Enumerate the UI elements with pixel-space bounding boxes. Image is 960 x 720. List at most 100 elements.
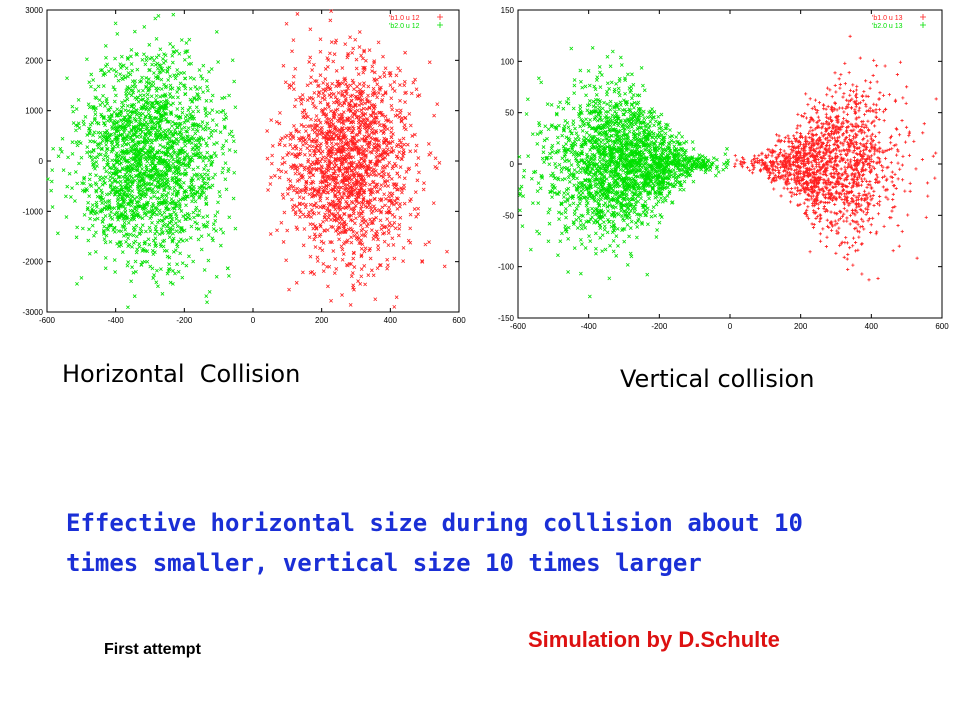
data-point (382, 136, 387, 141)
data-point (161, 159, 165, 164)
data-point (307, 137, 312, 142)
data-point (220, 170, 225, 175)
data-point (180, 197, 185, 202)
data-point (858, 56, 862, 60)
data-point (373, 120, 377, 125)
data-point (872, 58, 876, 62)
data-point (287, 287, 291, 292)
data-point (311, 101, 315, 106)
data-point (205, 121, 210, 126)
data-point (837, 135, 841, 139)
data-point (297, 201, 302, 206)
data-point (132, 228, 136, 233)
data-point (363, 157, 367, 162)
data-point (379, 227, 384, 232)
data-point (834, 90, 838, 94)
data-point (141, 103, 146, 108)
data-point (144, 201, 149, 205)
data-point (402, 79, 407, 84)
data-point (164, 194, 169, 199)
data-point (132, 197, 137, 201)
data-point (775, 162, 780, 166)
data-point (282, 210, 287, 215)
data-point (112, 125, 117, 130)
data-point (87, 227, 91, 232)
data-point (341, 136, 346, 141)
data-point (361, 201, 366, 206)
data-point (123, 172, 128, 177)
data-point (408, 212, 413, 217)
data-point (272, 173, 277, 178)
data-point (816, 124, 820, 128)
data-point (130, 68, 134, 73)
data-point (157, 107, 162, 112)
data-point (401, 245, 406, 250)
data-point (132, 155, 136, 160)
data-point (777, 168, 781, 173)
data-point (117, 189, 122, 194)
data-point (862, 90, 866, 94)
data-point (140, 216, 145, 221)
data-point (392, 182, 397, 186)
data-point (292, 104, 297, 109)
data-point (832, 143, 836, 147)
data-point (318, 126, 323, 131)
data-point (830, 105, 834, 110)
data-point (231, 139, 236, 144)
data-point (324, 179, 329, 184)
data-point (868, 163, 872, 168)
data-point (401, 136, 406, 141)
data-point (861, 193, 865, 197)
data-point (121, 216, 126, 221)
data-point (176, 95, 180, 100)
data-point (152, 177, 157, 182)
data-point (317, 118, 321, 122)
data-point (313, 118, 318, 123)
data-point (324, 134, 329, 139)
data-point (304, 129, 308, 133)
data-point (154, 212, 159, 217)
data-point (132, 151, 137, 155)
data-point (102, 206, 107, 211)
data-point (854, 88, 859, 92)
data-point (334, 218, 339, 223)
data-point (364, 107, 369, 111)
data-point (758, 158, 762, 163)
legend-marker-0 (437, 14, 443, 20)
data-point (210, 108, 215, 113)
data-point (334, 163, 339, 168)
data-point (374, 234, 379, 239)
data-point (119, 76, 124, 81)
data-point (328, 145, 333, 150)
data-point (846, 201, 850, 205)
data-point (111, 228, 116, 232)
data-point (181, 180, 186, 185)
data-point (202, 224, 207, 229)
data-point (182, 194, 187, 199)
data-point (343, 170, 348, 174)
data-point (363, 282, 368, 287)
data-point (873, 124, 877, 128)
data-point (201, 178, 205, 183)
data-point (320, 170, 325, 175)
data-point (855, 205, 859, 209)
data-point (123, 207, 128, 211)
data-point (340, 112, 344, 117)
data-point (201, 63, 206, 68)
data-point (345, 84, 350, 89)
data-point (129, 133, 134, 138)
data-point (374, 229, 379, 234)
data-point (798, 192, 802, 196)
data-point (329, 117, 334, 122)
data-point (893, 172, 897, 176)
data-point (861, 219, 865, 223)
data-point (356, 195, 361, 200)
data-point (160, 94, 165, 98)
data-point (848, 34, 852, 38)
data-point (376, 237, 380, 242)
data-point (172, 201, 177, 205)
data-point (821, 192, 825, 196)
data-point (191, 145, 195, 150)
data-point (372, 167, 377, 172)
data-point (313, 123, 318, 127)
